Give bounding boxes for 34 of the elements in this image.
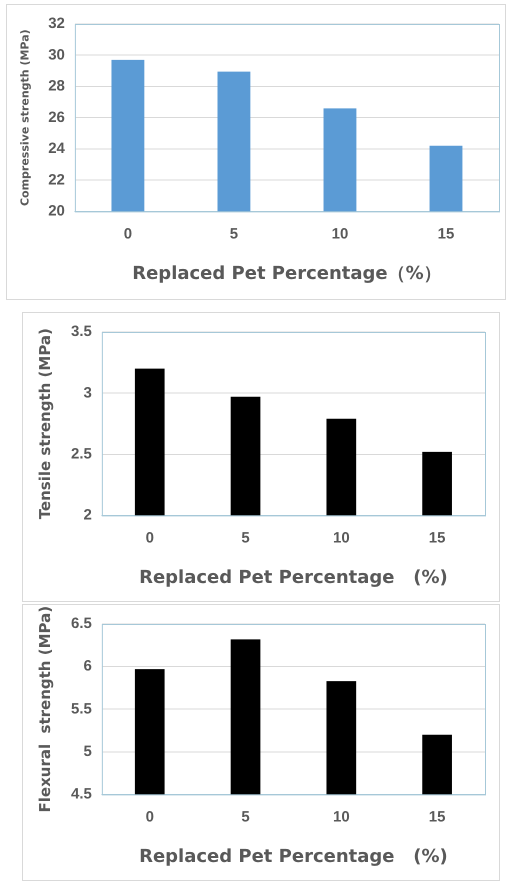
- y-tick-label: 28: [48, 78, 65, 95]
- y-tick-label: 5: [84, 742, 92, 760]
- y-tick-label: 32: [48, 15, 65, 32]
- x-axis-title: Replaced Pet Percentage (%): [139, 846, 448, 867]
- x-tick-label: 10: [332, 226, 348, 243]
- y-axis-title: Flexural strength (MPa): [36, 606, 54, 812]
- x-tick-label: 0: [146, 530, 154, 547]
- x-tick-label: 0: [124, 226, 132, 243]
- y-axis-title: Tensile strength (MPa): [36, 328, 54, 520]
- y-tick-label: 3.5: [70, 323, 92, 340]
- y-tick-label: 2: [84, 506, 92, 524]
- y-tick-label: 2.5: [70, 445, 92, 462]
- y-tick-label: 20: [48, 202, 65, 220]
- x-tick-label: 15: [428, 808, 446, 826]
- x-axis-title: Replaced Pet Percentage (%): [139, 566, 448, 588]
- y-tick-label: 24: [48, 140, 66, 158]
- x-tick-label: 5: [230, 226, 238, 243]
- y-tick-label: 4.5: [70, 786, 92, 803]
- x-tick-label: 5: [241, 530, 250, 547]
- x-tick-label: 15: [438, 226, 454, 243]
- x-tick-label: 0: [146, 808, 154, 826]
- y-tick-label: 30: [48, 46, 65, 64]
- y-axis-title: Compressive strength (MPa): [18, 29, 32, 206]
- y-tick-label: 5.5: [70, 700, 92, 718]
- y-tick-label: 6: [84, 658, 92, 675]
- y-tick-label: 22: [48, 171, 65, 188]
- y-tick-label: 3: [84, 384, 92, 402]
- x-tick-label: 10: [332, 530, 350, 547]
- y-tick-label: 26: [48, 108, 65, 126]
- x-tick-label: 15: [428, 530, 446, 547]
- y-tick-label: 6.5: [70, 615, 92, 632]
- x-tick-label: 10: [332, 808, 350, 826]
- x-axis-title: Replaced Pet Percentage（%）: [132, 262, 442, 284]
- x-tick-label: 5: [241, 808, 250, 826]
